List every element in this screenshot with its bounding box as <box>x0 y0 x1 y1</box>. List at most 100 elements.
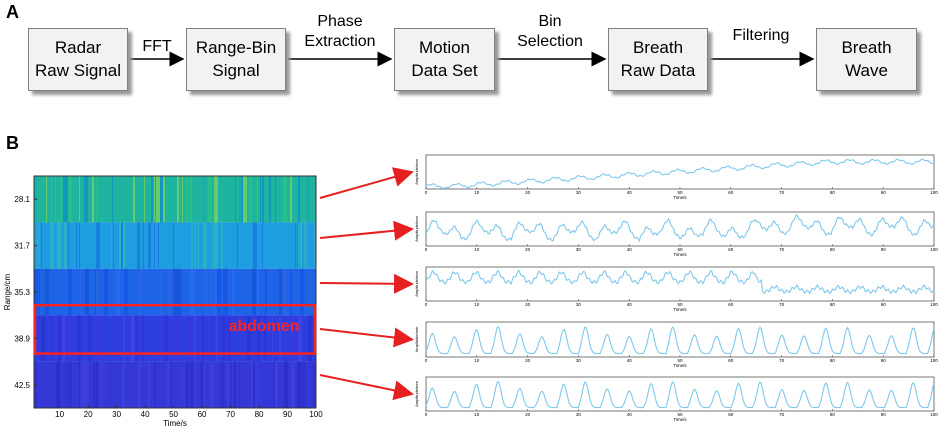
heatmap-stripe <box>154 222 155 269</box>
heatmap-stripe <box>239 361 240 408</box>
heatmap-stripe <box>284 361 288 408</box>
waveform-xtick-label: 40 <box>627 247 633 252</box>
waveform-xlabel: Time/s <box>673 417 687 422</box>
heatmap-stripe <box>300 361 303 408</box>
heatmap-stripe <box>96 315 97 362</box>
waveform-xtick-label: 0 <box>425 247 428 252</box>
heatmap-stripe <box>279 268 282 316</box>
heatmap-stripe <box>39 268 40 316</box>
waveform-xtick-label: 30 <box>576 190 582 195</box>
heatmap-stripe <box>100 361 103 408</box>
waveform-frame <box>425 154 935 190</box>
waveform-ylabel: Amplitude/mm <box>414 271 419 297</box>
waveform-xtick-label: 50 <box>677 247 683 252</box>
heatmap-stripe <box>314 222 316 269</box>
heatmap-xtick-label: 50 <box>169 410 178 419</box>
heatmap-stripe <box>206 268 208 316</box>
heatmap-stripe <box>216 315 218 362</box>
heatmap-stripe <box>232 268 234 316</box>
edge-line2: Extraction <box>304 33 376 50</box>
waveform-xtick-label: 0 <box>425 412 428 417</box>
heatmap-stripe <box>68 268 72 316</box>
edge-line1: Bin <box>538 13 562 30</box>
waveform-xtick-label: 40 <box>627 190 633 195</box>
waveform-line <box>425 158 935 189</box>
heatmap-xtick-label: 20 <box>84 410 93 419</box>
node-line1: Range-Bin <box>195 38 277 58</box>
waveform-plot-4: 0 10 20 30 40 50 60 70 80 90 100 Time/s Amplitude/mm <box>414 321 938 368</box>
waveform-xtick-label: 60 <box>728 247 734 252</box>
heatmap-ytick-label: 28.1 <box>14 195 30 204</box>
edge-label-bin-selection: Bin Selection <box>500 12 600 52</box>
waveform-xtick-label: 10 <box>474 190 480 195</box>
heatmap-stripe <box>234 361 236 408</box>
waveform-xtick-label: 60 <box>728 358 734 363</box>
heatmap-stripe <box>116 268 120 316</box>
heatmap-stripe <box>223 268 226 316</box>
heatmap-stripe <box>131 315 135 362</box>
heatmap-stripe <box>182 361 186 408</box>
waveform-xlabel: Time/s <box>673 307 687 312</box>
heatmap-stripe <box>51 315 52 362</box>
heatmap-stripe <box>273 361 274 408</box>
heatmap-stripe <box>123 222 125 269</box>
heatmap-stripe <box>68 222 69 269</box>
heatmap-stripe <box>144 176 145 223</box>
waveform-xtick-label: 90 <box>881 358 887 363</box>
heatmap-stripe <box>199 315 202 362</box>
node-line1: Radar <box>54 38 102 58</box>
panel-a-label: A <box>6 2 19 22</box>
edge-label-phase-extraction: Phase Extraction <box>290 12 390 52</box>
heatmap-xtick-label: 100 <box>309 410 323 419</box>
waveform-xtick-label: 100 <box>930 247 938 252</box>
waveform-xtick-label: 70 <box>779 247 785 252</box>
heatmap-stripe <box>55 176 56 223</box>
heatmap-stripe <box>204 361 205 408</box>
heatmap-xtick-label: 40 <box>141 410 150 419</box>
heatmap-stripe <box>290 176 292 223</box>
waveform-ylabel: Amplitude/mm <box>414 326 419 352</box>
heatmap-stripe <box>258 361 261 408</box>
waveform-xtick-label: 40 <box>627 358 633 363</box>
heatmap-stripe <box>297 361 300 408</box>
heatmap-stripe <box>231 361 232 408</box>
heatmap-ytick-label: 42.5 <box>14 381 30 390</box>
waveform-xtick-label: 30 <box>576 358 582 363</box>
node-radar-raw-signal: Radar Raw Signal <box>28 28 128 91</box>
heatmap-stripe <box>307 176 310 223</box>
heatmap-stripe <box>105 361 106 408</box>
heatmap-stripe <box>81 361 85 408</box>
heatmap-stripe <box>58 315 62 362</box>
heatmap-stripe <box>214 268 217 316</box>
heatmap: abdomen 28.1 31.7 35.3 38.9 42.5 10 20 30 40 50 60 7… <box>3 175 323 427</box>
waveform-ylabel: Amplitude/mm <box>414 159 419 185</box>
heatmap-stripe <box>255 361 257 408</box>
waveform-xtick-label: 10 <box>474 247 480 252</box>
heatmap-stripe <box>112 176 113 223</box>
node-range-bin-signal: Range-Bin Signal <box>186 28 286 91</box>
waveform-ylabel: Amplitude/mm <box>414 216 419 242</box>
heatmap-stripe <box>214 176 218 223</box>
heatmap-stripe <box>143 222 144 269</box>
heatmap-stripe <box>243 176 247 223</box>
heatmap-stripe <box>249 176 252 223</box>
heatmap-stripe <box>212 315 213 362</box>
heatmap-stripe <box>220 361 224 408</box>
heatmap-stripe <box>55 315 58 362</box>
waveform-plot-3: 0 10 20 30 40 50 60 70 80 90 100 Time/s Amplitude/mm <box>414 266 938 312</box>
heatmap-stripe <box>164 315 168 362</box>
heatmap-stripe <box>247 315 251 362</box>
heatmap-stripe <box>212 222 213 269</box>
heatmap-stripe <box>283 176 287 223</box>
heatmap-stripe <box>62 315 65 362</box>
heatmap-stripe <box>182 176 183 223</box>
heatmap-stripe <box>124 268 128 316</box>
edge-label-fft: FFT <box>131 37 183 57</box>
waveform-xtick-label: 100 <box>930 302 938 307</box>
heatmap-band <box>34 222 316 269</box>
waveform-xtick-label: 70 <box>779 302 785 307</box>
heatmap-xtick-label: 30 <box>112 410 121 419</box>
waveform-xtick-label: 20 <box>525 358 531 363</box>
node-line2: Signal <box>212 60 260 80</box>
heatmap-stripe <box>174 315 177 362</box>
